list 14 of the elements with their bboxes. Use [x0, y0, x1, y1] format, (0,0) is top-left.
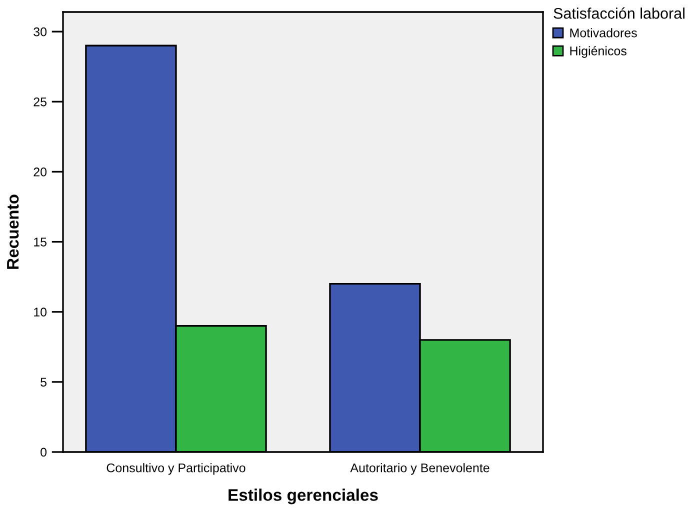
y-axis-title: Recuento — [7, 194, 19, 269]
y-tick-label: 5 — [40, 378, 47, 387]
legend-label: Higiénicos — [570, 46, 626, 58]
x-tick-label: Consultivo y Participativo — [106, 463, 246, 475]
x-tick-label: Autoritario y Benevolente — [350, 463, 490, 475]
x-axis-title: Estilos gerenciales — [228, 488, 378, 504]
y-tick-label: 25 — [34, 97, 47, 106]
y-tick-label: 15 — [34, 238, 47, 246]
y-tick-label: 20 — [34, 168, 47, 176]
y-tick-label: 10 — [34, 308, 47, 317]
y-tick-label: 30 — [34, 27, 47, 36]
legend-title: Satisfacción laboral — [554, 7, 684, 19]
legend-label: Motivadores — [570, 28, 637, 38]
y-tick-label: 0 — [40, 448, 47, 457]
